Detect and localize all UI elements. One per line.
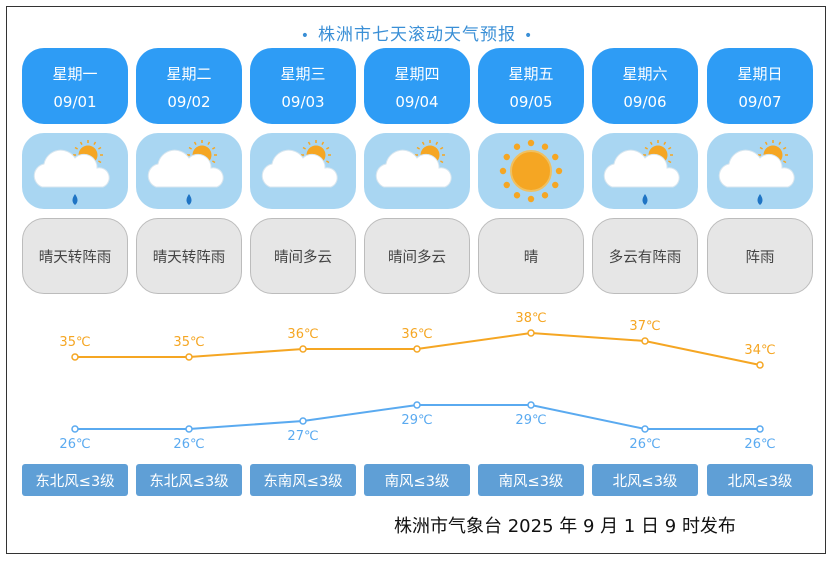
weather-description: 晴: [478, 218, 584, 294]
cloud-shape: [33, 149, 110, 188]
cloud-shape: [261, 149, 338, 188]
day-header-3: 星期三 09/03: [250, 48, 356, 124]
title-dot-left: •: [300, 28, 310, 44]
weather-description: 阵雨: [707, 218, 813, 294]
day-header-1: 星期一 09/01: [22, 48, 128, 124]
raindrop-shape: [642, 194, 648, 205]
page-title: • 株洲市七天滚动天气预报 •: [0, 20, 834, 45]
date-label: 09/07: [738, 93, 782, 111]
weather-icon-tile: [136, 133, 242, 209]
low-temp-point: [71, 425, 79, 433]
weekday-label: 星期一: [52, 65, 98, 83]
issued-note: 株洲市气象台 2025 年 9 月 1 日 9 时发布: [394, 516, 736, 537]
weather-description: 多云有阵雨: [592, 218, 698, 294]
high-temp-point: [413, 345, 421, 353]
raindrop-shape: [757, 194, 763, 205]
weekday-label: 星期五: [508, 65, 554, 83]
weather-icon-tile: [22, 133, 128, 209]
cloud-sun-rain-icon: [33, 140, 110, 205]
high-temp-point: [71, 353, 79, 361]
weather-icon-tile: [250, 133, 356, 209]
low-temp-point: [185, 425, 193, 433]
weather-icon-tile: [478, 133, 584, 209]
high-temp-point: [299, 345, 307, 353]
high-temp-point: [185, 353, 193, 361]
weekday-label: 星期二: [166, 65, 212, 83]
date-label: 09/01: [53, 93, 97, 111]
wind-badge: 南风≤3级: [478, 464, 584, 496]
cloud-sun-icon: [261, 140, 338, 188]
low-temp-point: [641, 425, 649, 433]
high-temp-label: 34℃: [744, 343, 775, 358]
weather-icon-tile: [592, 133, 698, 209]
low-temp-point: [299, 417, 307, 425]
cloud-shape: [718, 149, 795, 188]
wind-badge: 东北风≤3级: [136, 464, 242, 496]
wind-badge: 东南风≤3级: [250, 464, 356, 496]
sun-icon: [499, 139, 563, 203]
day-header-5: 星期五 09/05: [478, 48, 584, 124]
low-temp-point: [756, 425, 764, 433]
weekday-label: 星期三: [280, 65, 326, 83]
temperature-chart: 35℃ 35℃ 36℃ 36℃ 38℃ 37℃ 34℃ 26℃ 26℃ 27℃ 29℃ 29℃ 26℃ 2…: [59, 311, 775, 452]
high-temp-label: 36℃: [287, 327, 318, 342]
day-header-4: 星期四 09/04: [364, 48, 470, 124]
high-temp-point: [641, 337, 649, 345]
high-temp-label: 35℃: [59, 335, 90, 350]
weekday-label: 星期六: [622, 65, 668, 83]
wind-badge: 东北风≤3级: [22, 464, 128, 496]
weather-description: 晴间多云: [364, 218, 470, 294]
high-temp-label: 36℃: [401, 327, 432, 342]
day-header-2: 星期二 09/02: [136, 48, 242, 124]
cloud-sun-icon: [375, 140, 452, 188]
date-label: 09/02: [167, 93, 211, 111]
weather-icon-tile: [364, 133, 470, 209]
cloud-sun-rain-icon: [603, 140, 680, 205]
weather-description: 晴间多云: [250, 218, 356, 294]
low-temp-label: 26℃: [629, 437, 660, 452]
title-dot-right: •: [524, 28, 534, 44]
cloud-sun-rain-icon: [147, 140, 224, 205]
high-temp-point: [527, 329, 535, 337]
high-temp-label: 37℃: [629, 319, 660, 334]
cloud-shape: [603, 149, 680, 188]
weekday-label: 星期四: [394, 65, 440, 83]
low-temp-label: 26℃: [744, 437, 775, 452]
low-temp-point: [413, 401, 421, 409]
weather-description: 晴天转阵雨: [22, 218, 128, 294]
high-temp-label: 38℃: [515, 311, 546, 326]
high-temp-point: [756, 361, 764, 369]
date-label: 09/05: [509, 93, 553, 111]
big-sun-shape: [499, 139, 563, 203]
cloud-shape: [375, 149, 452, 188]
forecast-frame: [6, 6, 826, 554]
title-text: 株洲市七天滚动天气预报: [318, 25, 516, 45]
low-temp-label: 27℃: [287, 429, 318, 444]
date-label: 09/04: [395, 93, 439, 111]
low-temp-label: 26℃: [173, 437, 204, 452]
wind-badge: 北风≤3级: [707, 464, 813, 496]
date-label: 09/03: [281, 93, 325, 111]
raindrop-shape: [186, 194, 192, 205]
wind-badge: 北风≤3级: [592, 464, 698, 496]
weather-description: 晴天转阵雨: [136, 218, 242, 294]
weekday-label: 星期日: [737, 65, 783, 83]
date-label: 09/06: [623, 93, 667, 111]
raindrop-shape: [72, 194, 78, 205]
low-temp-label: 29℃: [401, 413, 432, 428]
low-temp-point: [527, 401, 535, 409]
cloud-shape: [147, 149, 224, 188]
weather-icon-tile: [707, 133, 813, 209]
cloud-sun-rain-icon: [718, 140, 795, 205]
day-header-7: 星期日 09/07: [707, 48, 813, 124]
high-temp-label: 35℃: [173, 335, 204, 350]
day-header-6: 星期六 09/06: [592, 48, 698, 124]
low-temp-label: 26℃: [59, 437, 90, 452]
wind-badge: 南风≤3级: [364, 464, 470, 496]
low-temp-label: 29℃: [515, 413, 546, 428]
